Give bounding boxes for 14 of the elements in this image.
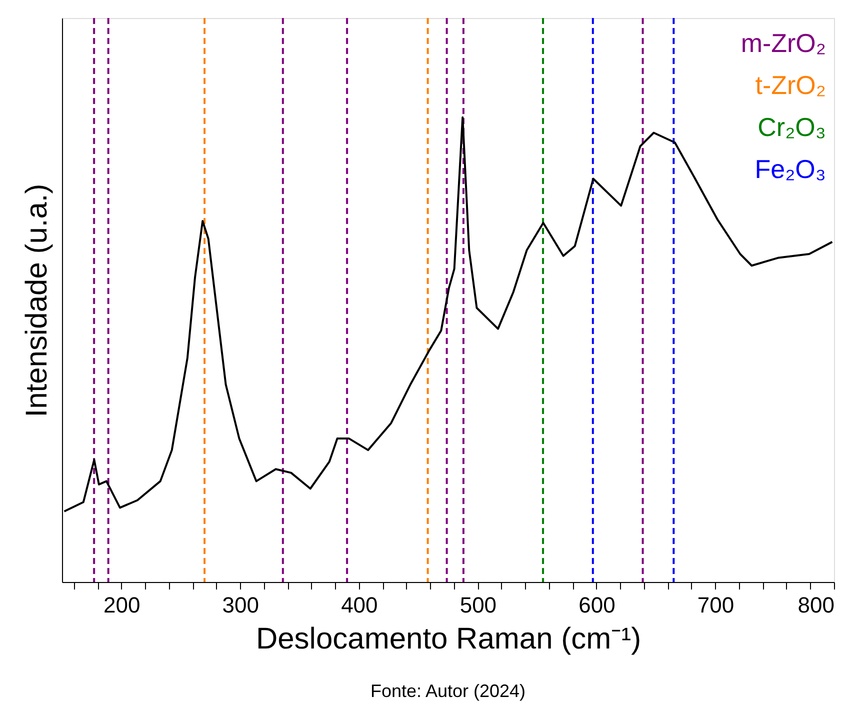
ref-line-label: Fe₂O₃ bbox=[754, 154, 826, 184]
y-axis-title: Intensidade (u.a.) bbox=[20, 184, 54, 418]
x-tick-label: 200 bbox=[104, 592, 140, 618]
ref-line-label: m-ZrO₂ bbox=[740, 28, 826, 58]
x-tick-label: 300 bbox=[222, 592, 260, 618]
ref-line-label: Cr₂O₃ bbox=[758, 112, 826, 142]
ref-line-label: t-ZrO₂ bbox=[755, 70, 826, 100]
x-axis-title: Deslocamento Raman (cm⁻¹) bbox=[256, 622, 642, 656]
x-tick-label: 400 bbox=[341, 592, 378, 618]
x-tick-label: 700 bbox=[697, 592, 734, 618]
x-tick-label: 500 bbox=[460, 592, 497, 618]
source-note: Fonte: Autor (2024) bbox=[370, 681, 526, 701]
x-tick-label: 800 bbox=[798, 592, 834, 618]
x-tick-label: 600 bbox=[578, 592, 616, 618]
